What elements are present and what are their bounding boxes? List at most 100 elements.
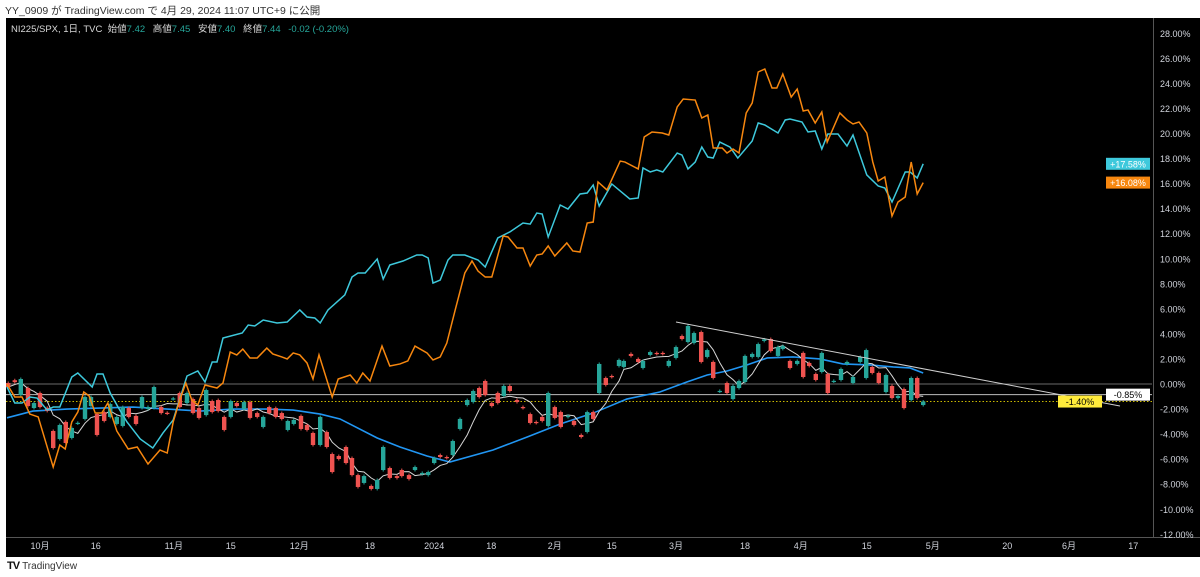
candle-down: [495, 391, 500, 405]
candle-down: [654, 351, 659, 356]
candle-down: [636, 357, 641, 364]
candle-up: [381, 445, 386, 472]
y-tick-label: 16.00%: [1160, 179, 1191, 189]
candle-body: [82, 397, 88, 419]
candle-body: [711, 361, 716, 378]
candle-body: [444, 457, 449, 459]
candle-body: [501, 386, 506, 397]
chart-pane[interactable]: [6, 18, 1153, 537]
candle-body: [438, 455, 443, 458]
candle-body: [450, 440, 455, 456]
symbol-name[interactable]: NI225/SPX, 1日, TVC: [11, 24, 103, 35]
trendline-group: [675, 321, 1121, 407]
candle-body: [75, 422, 80, 425]
candle-body: [750, 353, 755, 357]
candle-body: [780, 346, 785, 349]
candle-up: [204, 388, 209, 417]
candle-up: [261, 415, 266, 429]
candle-down: [889, 384, 895, 400]
price-axis[interactable]: [1153, 18, 1200, 537]
price-tag: +17.58%: [1106, 157, 1150, 170]
y-axis-labels: 28.00% 26.00% 24.00% 22.00% 20.00% 18.00% 16.0…: [1160, 29, 1194, 540]
candle-down: [406, 473, 412, 481]
candle-body: [679, 336, 685, 340]
candle-body: [558, 412, 563, 427]
candle-body: [120, 407, 125, 426]
candle-up: [69, 426, 74, 440]
footer: TV TradingView: [7, 560, 77, 572]
candle-body: [285, 420, 290, 430]
candle-up: [585, 410, 590, 434]
symbol-legend[interactable]: NI225/SPX, 1日, TVC 始値7.42 高値7.45 安値7.40 …: [11, 21, 349, 35]
price-tag-label: +16.08%: [1110, 178, 1146, 188]
candle-body: [471, 391, 476, 403]
candle-body: [31, 403, 37, 409]
candle-up: [432, 456, 437, 465]
candle-up: [31, 401, 37, 410]
candle-down: [870, 365, 875, 375]
high-label: 高値: [152, 24, 172, 35]
candle-down: [216, 398, 221, 413]
candle-body: [139, 397, 145, 409]
candle-up: [465, 398, 470, 407]
candle-down: [801, 351, 806, 379]
open-label: 始値: [107, 24, 127, 35]
candle-up: [171, 396, 176, 401]
candle-body: [381, 447, 386, 471]
candle-body: [361, 476, 367, 483]
candle-body: [12, 380, 17, 383]
candle-body: [267, 407, 272, 414]
candle-up: [864, 348, 869, 380]
candle-up: [145, 405, 151, 411]
y-tick-label: 20.00%: [1160, 129, 1191, 139]
candle-down: [349, 456, 355, 477]
candle-down: [489, 401, 494, 408]
candle-body: [895, 396, 901, 399]
candle-body: [255, 413, 260, 417]
candle-down: [571, 419, 577, 427]
candle-body: [133, 415, 139, 424]
candle-down: [310, 431, 316, 447]
candle-body: [394, 476, 400, 478]
y-tick-label: -2.00%: [1160, 405, 1189, 415]
candle-up: [450, 439, 455, 457]
candle-down: [304, 423, 310, 432]
time-axis[interactable]: [6, 537, 1200, 557]
candle-up: [420, 471, 425, 476]
y-tick-label: 18.00%: [1160, 154, 1191, 164]
candle-body: [406, 475, 412, 479]
candle-up: [120, 405, 125, 428]
candle-body: [343, 447, 349, 464]
candle-body: [883, 374, 889, 393]
candle-body: [870, 366, 875, 373]
candle-body: [648, 352, 653, 355]
candle-up: [691, 331, 697, 345]
candle-down: [540, 415, 545, 423]
candle-down: [528, 412, 533, 425]
high-value: 7.45: [171, 24, 191, 35]
candle-body: [736, 380, 742, 389]
candle-body: [844, 361, 850, 364]
price-tag: +16.08%: [1106, 176, 1150, 189]
candle-body: [204, 390, 209, 416]
candle-down: [679, 334, 685, 341]
candle-up: [114, 415, 119, 426]
candle-body: [909, 377, 914, 401]
candle-down: [399, 468, 404, 478]
candle-up: [184, 391, 190, 405]
x-tick-label: 11月: [165, 541, 183, 551]
candle-body: [640, 360, 646, 368]
candle-down: [355, 473, 361, 489]
candle-body: [51, 430, 56, 449]
candle-body: [355, 475, 361, 487]
price-tag: -1.40%: [1058, 395, 1102, 408]
candle-up: [597, 362, 602, 395]
candle-up: [151, 385, 157, 410]
tradingview-logo-icon[interactable]: TV: [7, 560, 20, 572]
candle-up: [241, 400, 247, 411]
x-tick-label: 6月: [1062, 541, 1076, 551]
candle-body: [756, 344, 761, 357]
candle-body: [495, 393, 500, 404]
candle-up: [457, 417, 463, 431]
footer-brand[interactable]: TradingView: [22, 560, 78, 572]
